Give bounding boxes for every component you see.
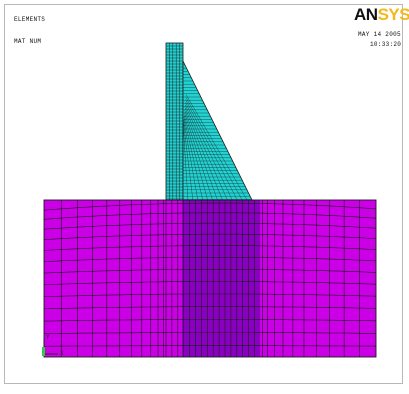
mesh-line (43, 281, 377, 286)
mesh-line (185, 99, 238, 201)
mesh-line (43, 233, 377, 240)
mesh-line (184, 112, 213, 201)
dam-body-mesh (182, 60, 253, 201)
mesh-line (186, 94, 248, 201)
mesh-line (43, 268, 377, 274)
ansys-logo: ANSYS (354, 6, 409, 23)
foundation-mesh (43, 199, 377, 358)
axis-triad: Y X (42, 334, 64, 357)
mesh-line (185, 97, 243, 201)
mesh-line (43, 306, 377, 310)
plot-time: 10:33:20 (370, 41, 402, 48)
dam-column-mesh (165, 42, 184, 201)
plot-date: MAY 14 2005 (358, 31, 401, 38)
mesh-line (185, 102, 233, 201)
mesh-line (184, 107, 223, 201)
logo-dark-part: AN (354, 5, 378, 24)
mesh-line (184, 114, 208, 201)
mesh-line (43, 202, 377, 211)
mesh-line (43, 256, 377, 262)
mesh-line (183, 120, 198, 201)
mesh-line (43, 319, 376, 322)
mesh-line (43, 245, 377, 251)
mesh-line (183, 117, 203, 201)
plot-subtitle: MAT NUM (14, 38, 42, 45)
mesh-line (43, 293, 377, 297)
logo-accent-part: SYS (377, 5, 409, 24)
mesh-line (183, 122, 194, 201)
mesh-line (185, 104, 228, 201)
triad-x-label: X (60, 350, 64, 357)
mesh-line (184, 109, 218, 201)
triad-y-label: Y (46, 334, 50, 341)
plot-title: ELEMENTS (14, 16, 46, 23)
mesh-line (43, 222, 377, 230)
mesh-line (183, 125, 189, 201)
mesh-line (44, 345, 376, 347)
mesh-line (43, 332, 376, 334)
mesh-line (43, 212, 377, 220)
